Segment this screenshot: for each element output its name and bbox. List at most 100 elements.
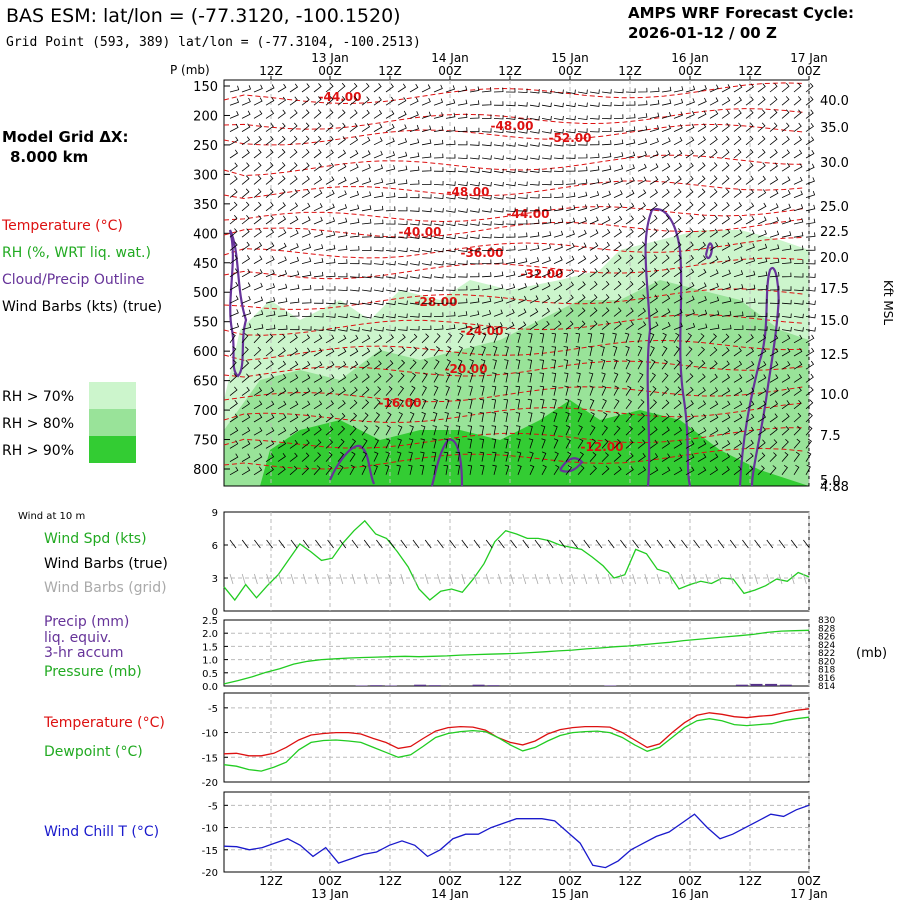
wind-barb [253, 162, 262, 172]
wind-barb [625, 138, 636, 146]
pressure-tick-label: 750 [193, 434, 218, 449]
wind-barb [757, 175, 766, 185]
pressure-line [223, 629, 810, 685]
wind-barb [709, 201, 718, 212]
wind-barb [589, 229, 599, 238]
wind-barb-grid [449, 573, 453, 585]
wind-barb [769, 334, 779, 344]
wind-barb [241, 440, 251, 449]
wind-barb [373, 164, 384, 172]
wind-barb [793, 82, 802, 93]
wind-barb [515, 385, 521, 396]
wind-barb-grid [546, 573, 551, 585]
wind-barb [553, 256, 563, 264]
wind-barb-true [437, 539, 444, 549]
wind-barb [733, 83, 743, 93]
wind-barb-grid [351, 573, 356, 585]
wind-barb [613, 385, 619, 396]
wind-barb [805, 438, 812, 449]
wind-barb [409, 111, 419, 119]
precip-bar [355, 685, 368, 686]
wind-barb [385, 233, 396, 239]
header-grid-point: Grid Point (593, 389) lat/lon = (-77.310… [6, 35, 421, 50]
wind-barb [469, 127, 480, 133]
wind-barb-grid [729, 573, 734, 585]
wind-barb [289, 311, 300, 317]
wind-barb [697, 255, 707, 264]
precip-bar [384, 685, 397, 686]
wind-barb [445, 247, 456, 253]
wind-barb [481, 181, 492, 187]
wind-barb [384, 464, 390, 475]
wind-barb [625, 307, 634, 317]
wind-barb [516, 346, 521, 357]
wind-barb [529, 181, 540, 186]
wind-barb [361, 373, 370, 383]
wind-barb [757, 216, 767, 225]
wind-barb [601, 89, 612, 94]
wind-barb-grid [754, 573, 758, 585]
wind-barb [757, 298, 768, 304]
wind-barb [469, 86, 480, 93]
wind-barb [697, 268, 707, 278]
precip-bar [414, 684, 427, 686]
wind-barb [745, 360, 755, 370]
wind-barb [349, 163, 359, 172]
wind-barb [373, 123, 383, 132]
wind-barb [709, 360, 718, 370]
wind-barb [613, 228, 622, 238]
wind-barb [301, 189, 311, 198]
wind-barb [625, 113, 636, 119]
wind-barb [649, 176, 659, 185]
wind-barb [229, 295, 239, 304]
wind-barb [589, 255, 598, 264]
contour-label: -28.00 [415, 295, 458, 309]
wind-barb [757, 83, 766, 93]
wind-barb [241, 175, 250, 185]
wind-barb [421, 411, 426, 423]
wind-barb [444, 412, 449, 423]
cloud-outline [644, 207, 692, 487]
wind-barb [469, 332, 475, 343]
wind-barb [553, 167, 564, 173]
wind-barb [733, 270, 744, 278]
wind-barb [349, 327, 360, 332]
wind-barb [637, 125, 648, 132]
wind-barb [313, 465, 321, 476]
wind-barb [301, 122, 310, 132]
wind-barb [277, 83, 287, 93]
wind-barb [733, 297, 744, 304]
wind-barb-grid [412, 573, 417, 585]
wind-barb [625, 215, 634, 225]
wind-barb [709, 175, 718, 185]
wind-barb [229, 149, 239, 159]
wind-barb [493, 207, 504, 213]
wind-barb [577, 411, 583, 423]
wind-barb [373, 412, 381, 423]
wind-barb [745, 312, 756, 317]
wind-barb [457, 311, 468, 317]
wind-barb-true [376, 539, 383, 549]
wind-barb [265, 387, 275, 396]
wind-barb [709, 162, 718, 172]
wind-barb [253, 255, 263, 264]
wind-barb [517, 270, 528, 278]
height-tick-label: 20.0 [820, 251, 849, 266]
wind-barb [516, 451, 522, 462]
wind-barb [697, 466, 707, 476]
wind-barb [517, 168, 528, 174]
wind-barb [469, 297, 480, 304]
wind-barb [325, 413, 334, 423]
wind-barb [685, 268, 695, 278]
wind-barb [517, 232, 528, 238]
wind-barb [613, 412, 620, 423]
pressure-tick-label: 300 [193, 168, 218, 183]
wind-barb [769, 230, 780, 238]
wind-barb [301, 149, 310, 159]
wind-barb [805, 246, 816, 251]
wind-barb [457, 195, 468, 200]
wind-barb-true [534, 539, 542, 549]
wind-barb-true [546, 539, 554, 549]
wind-barb [397, 151, 408, 159]
temp-ytick: -20 [202, 778, 218, 789]
